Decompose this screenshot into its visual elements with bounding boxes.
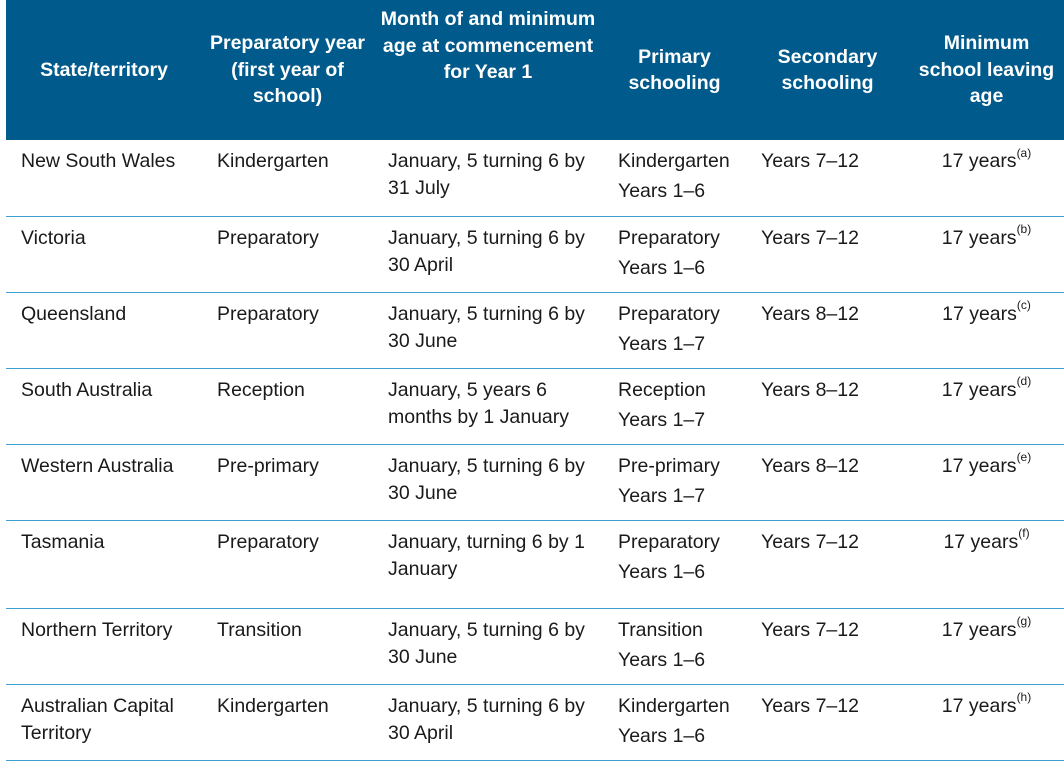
primary-years: Years 1–7 <box>618 408 706 431</box>
cell-commence: January, 5 turning 6 by 30 April <box>373 684 603 761</box>
primary-years: Years 1–6 <box>618 724 706 747</box>
cell-age: 17 years(b) <box>909 216 1064 293</box>
primary-years: Years 1–7 <box>618 332 706 355</box>
cell-age: 17 years(g) <box>909 608 1064 685</box>
table-row: Western Australia Pre-primary January, 5… <box>6 444 1064 521</box>
header-secondary: Secondary schooling <box>777 45 878 95</box>
cell-prep: Preparatory <box>202 292 373 369</box>
cell-state: Australian Capital Territory <box>6 684 202 761</box>
cell-age: 17 years(h) <box>909 684 1064 761</box>
primary-prep: Reception <box>618 378 706 401</box>
cell-age: 17 years(d) <box>909 368 1064 445</box>
cell-primary: Transition Years 1–6 <box>603 608 746 685</box>
cell-secondary: Years 8–12 <box>746 444 909 521</box>
footnote-ref: (g) <box>1016 614 1032 628</box>
cell-secondary: Years 7–12 <box>746 520 909 609</box>
cell-age: 17 years(a) <box>909 140 1064 217</box>
footnote-ref: (e) <box>1016 450 1032 464</box>
primary-prep: Pre-primary <box>618 454 720 477</box>
primary-prep: Transition <box>618 618 703 641</box>
header-primary: Primary schooling <box>628 45 721 95</box>
cell-prep: Reception <box>202 368 373 445</box>
primary-years: Years 1–6 <box>618 180 706 202</box>
cell-prep: Preparatory <box>202 520 373 609</box>
age-value: 17 years <box>941 150 1017 172</box>
cell-primary: Preparatory Years 1–6 <box>603 216 746 293</box>
footnote-ref: (f) <box>1018 526 1030 540</box>
age-value: 17 years <box>941 454 1017 477</box>
cell-secondary: Years 7–12 <box>746 216 909 293</box>
primary-years: Years 1–7 <box>618 484 706 507</box>
footnote-ref: (c) <box>1016 298 1031 312</box>
table-header: State/territory Preparatory year (first … <box>6 0 1064 140</box>
cell-commence: January, turning 6 by 1 January <box>373 520 603 609</box>
table-row: Australian Capital Territory Kindergarte… <box>6 684 1064 761</box>
cell-primary: Preparatory Years 1–7 <box>603 292 746 369</box>
cell-commence: January, 5 turning 6 by 31 July <box>373 140 603 217</box>
cell-secondary: Years 8–12 <box>746 368 909 445</box>
table-row: South Australia Reception January, 5 yea… <box>6 368 1064 445</box>
cell-primary: Kindergarten Years 1–6 <box>603 684 746 761</box>
cell-commence: January, 5 turning 6 by 30 June <box>373 292 603 369</box>
cell-commence: January, 5 turning 6 by 30 June <box>373 444 603 521</box>
cell-age: 17 years(f) <box>909 520 1064 609</box>
primary-years: Years 1–6 <box>618 560 706 583</box>
cell-prep: Pre-primary <box>202 444 373 521</box>
cell-secondary: Years 7–12 <box>746 140 909 217</box>
cell-commence: January, 5 turning 6 by 30 June <box>373 608 603 685</box>
cell-commence: January, 5 turning 6 by 30 April <box>373 216 603 293</box>
age-value: 17 years <box>941 618 1017 641</box>
cell-state: Victoria <box>6 216 202 293</box>
schooling-table: State/territory Preparatory year (first … <box>6 0 1064 761</box>
header-state: State/territory <box>40 58 168 81</box>
cell-prep: Preparatory <box>202 216 373 293</box>
cell-secondary: Years 7–12 <box>746 684 909 761</box>
cell-state: Tasmania <box>6 520 202 609</box>
cell-secondary: Years 7–12 <box>746 608 909 685</box>
primary-prep: Preparatory <box>618 530 720 553</box>
cell-age: 17 years(e) <box>909 444 1064 521</box>
age-value: 17 years <box>941 378 1017 401</box>
primary-prep: Kindergarten <box>618 694 730 717</box>
cell-prep: Kindergarten <box>202 684 373 761</box>
footnote-ref: (a) <box>1016 145 1032 160</box>
header-commencement: Month of and minimum age at commencement… <box>380 8 596 83</box>
age-value: 17 years <box>942 302 1017 325</box>
cell-commence: January, 5 years 6 months by 1 January <box>373 368 603 445</box>
table-row: New South Wales Kindergarten January, 5 … <box>6 140 1064 217</box>
primary-years: Years 1–6 <box>618 648 706 671</box>
cell-state: Northern Territory <box>6 608 202 685</box>
cell-state: Queensland <box>6 292 202 369</box>
header-preparatory-year: Preparatory year (first year of school) <box>209 32 365 108</box>
cell-age: 17 years(c) <box>909 292 1064 369</box>
age-value: 17 years <box>943 530 1019 553</box>
cell-prep: Transition <box>202 608 373 685</box>
age-value: 17 years <box>941 226 1017 249</box>
primary-years: Years 1–6 <box>618 256 706 279</box>
cell-primary: Preparatory Years 1–6 <box>603 520 746 609</box>
cell-state: South Australia <box>6 368 202 445</box>
cell-state: Western Australia <box>6 444 202 521</box>
table-row: Northern Territory Transition January, 5… <box>6 608 1064 685</box>
cell-primary: Pre-primary Years 1–7 <box>603 444 746 521</box>
cell-prep: Kindergarten <box>202 140 373 217</box>
cell-primary: Reception Years 1–7 <box>603 368 746 445</box>
cell-state: New South Wales <box>6 140 202 217</box>
table-row: Victoria Preparatory January, 5 turning … <box>6 216 1064 293</box>
cell-secondary: Years 8–12 <box>746 292 909 369</box>
primary-prep: Preparatory <box>618 226 720 249</box>
age-value: 17 years <box>941 694 1017 717</box>
cell-primary: Kindergarten Years 1–6 <box>603 140 746 217</box>
primary-prep: Preparatory <box>618 302 720 325</box>
footnote-ref: (b) <box>1016 222 1032 236</box>
table-row: Tasmania Preparatory January, turning 6 … <box>6 520 1064 609</box>
header-leaving-age: Minimum school leaving age <box>918 32 1055 108</box>
table-row: Queensland Preparatory January, 5 turnin… <box>6 292 1064 369</box>
primary-prep: Kindergarten <box>618 150 730 172</box>
footnote-ref: (d) <box>1016 374 1032 388</box>
footnote-ref: (h) <box>1016 690 1032 704</box>
